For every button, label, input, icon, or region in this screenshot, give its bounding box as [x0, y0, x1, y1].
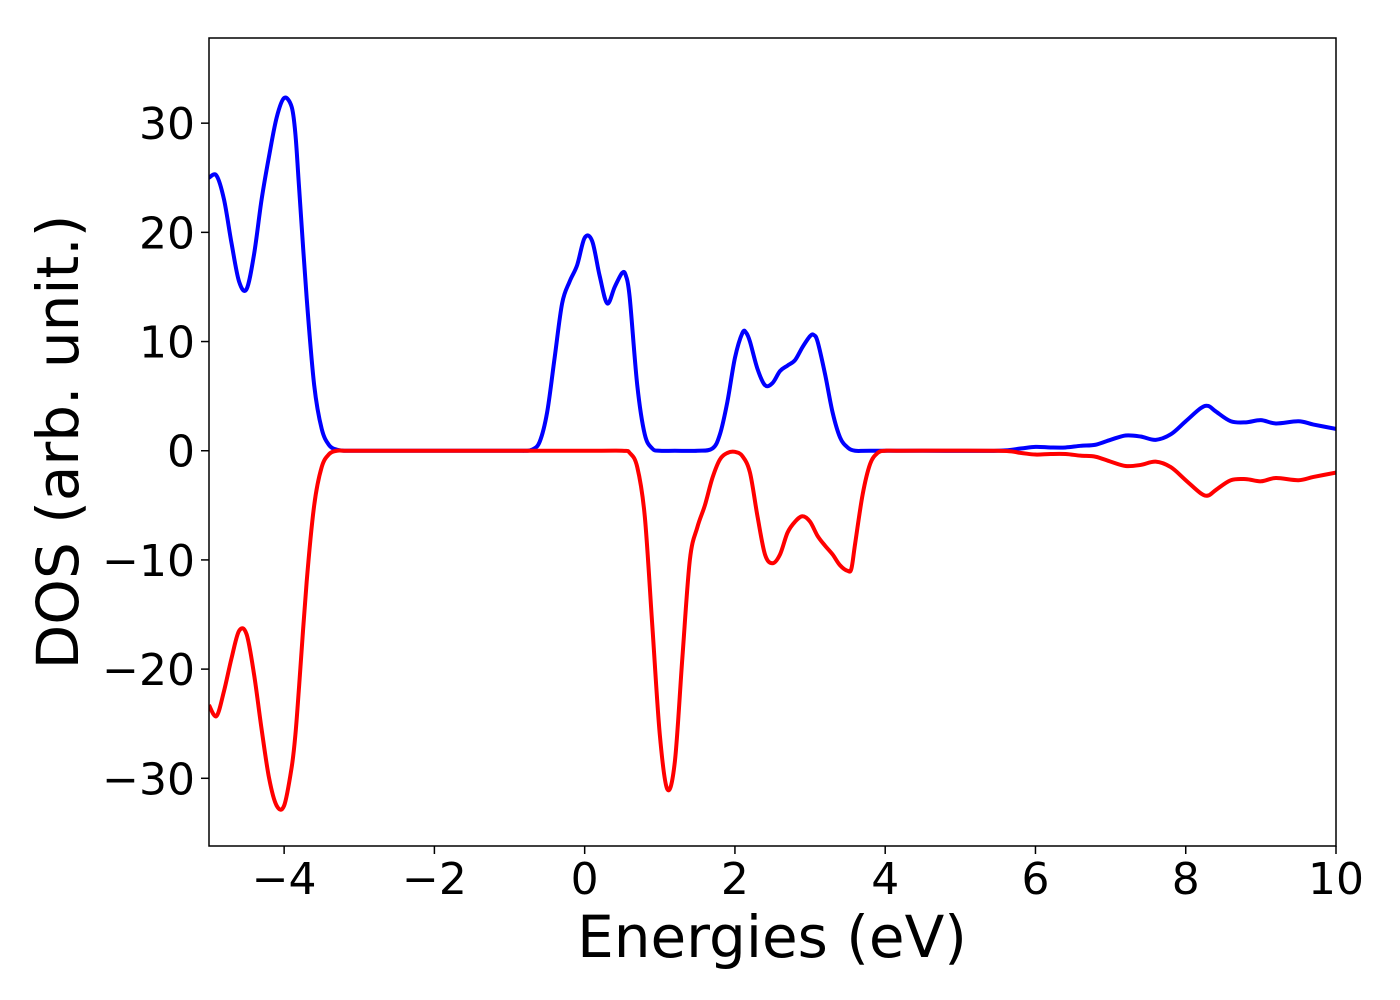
x-tick-label: 2 — [721, 854, 749, 905]
y-tick-label: 20 — [139, 208, 195, 259]
x-tick-label: 6 — [1021, 854, 1049, 905]
y-tick-label: −30 — [102, 754, 195, 805]
x-axis-ticks: −4 −2 0 2 4 6 8 10 — [252, 846, 1364, 905]
y-tick-label: 30 — [139, 99, 195, 150]
series-line-2 — [209, 448, 1336, 812]
series-line-1 — [209, 95, 1336, 453]
y-tick-label: 0 — [167, 427, 195, 478]
series-layer — [209, 95, 1336, 812]
x-tick-label: 4 — [871, 854, 899, 905]
plot-frame — [208, 37, 1337, 847]
x-tick-label: −4 — [252, 854, 317, 905]
x-tick-label: −2 — [402, 854, 467, 905]
y-tick-label: −20 — [102, 645, 195, 696]
x-tick-label: 10 — [1308, 854, 1364, 905]
y-axis-title: DOS (arb. unit.) — [24, 215, 92, 670]
y-tick-label: 10 — [139, 318, 195, 369]
x-tick-label: 0 — [571, 854, 599, 905]
y-axis-ticks: 30 20 10 0 −10 −20 −30 — [102, 99, 209, 805]
plot-background — [209, 38, 1336, 846]
x-axis-title: Energies (eV) — [577, 903, 967, 971]
x-tick-label: 8 — [1172, 854, 1200, 905]
y-tick-label: −10 — [102, 536, 195, 587]
